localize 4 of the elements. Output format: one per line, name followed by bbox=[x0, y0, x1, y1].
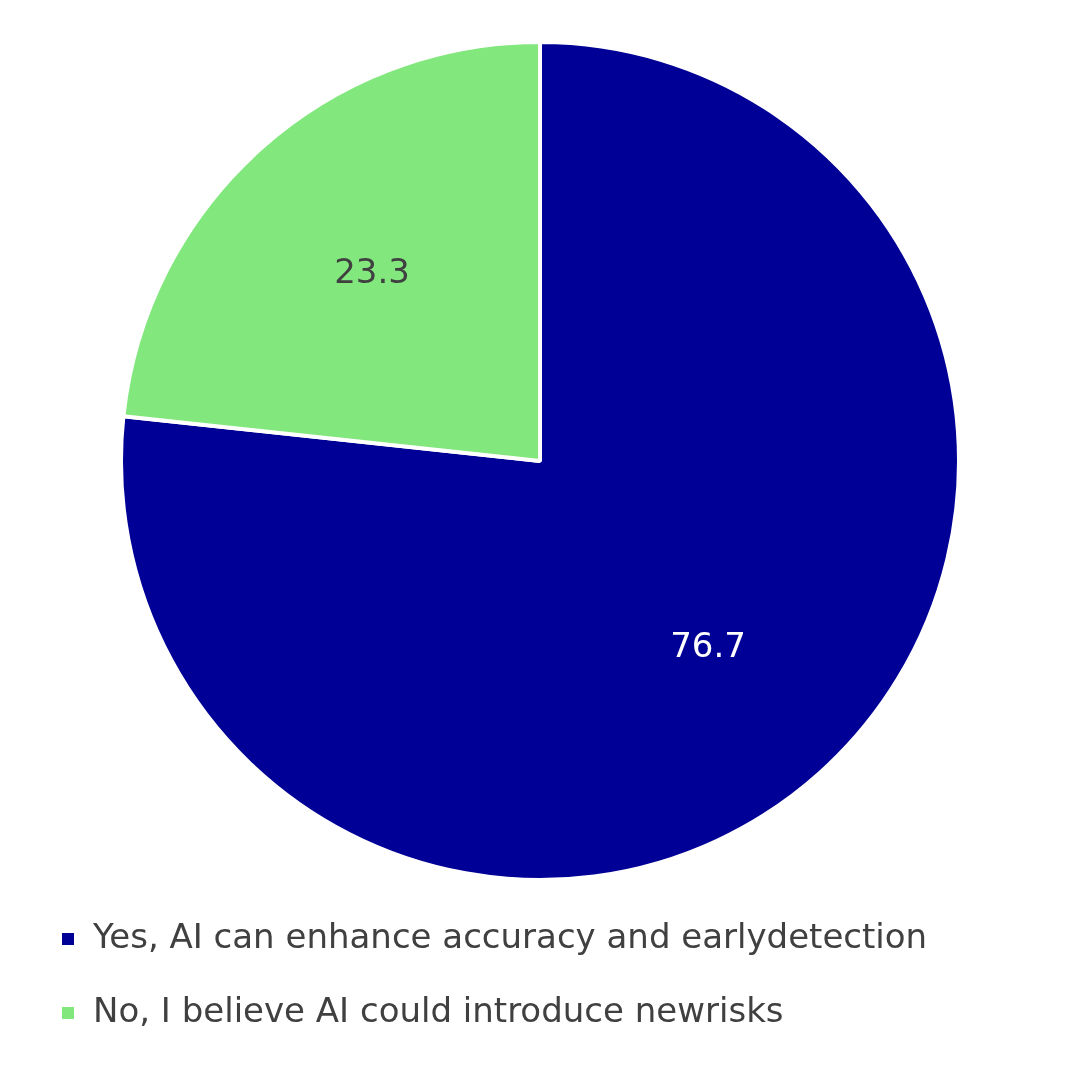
data-label: 76.7 bbox=[670, 624, 746, 665]
legend-label: No, I believe AI could introduce newrisks bbox=[93, 989, 784, 1030]
legend-label: Yes, AI can enhance accuracy and earlydetection bbox=[92, 915, 928, 956]
data-label: 23.3 bbox=[334, 250, 410, 291]
